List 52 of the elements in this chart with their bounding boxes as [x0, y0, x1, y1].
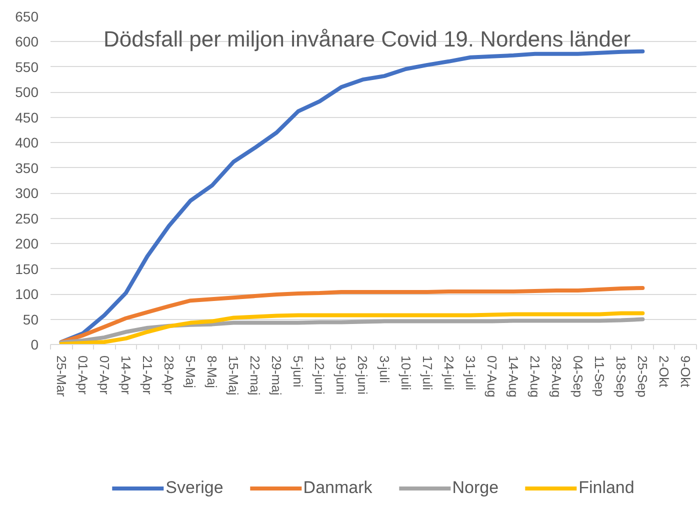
x-tick-label: 21-Apr	[140, 356, 155, 396]
x-tick-label: 22-maj	[248, 356, 263, 396]
y-tick-label: 100	[15, 286, 39, 302]
y-tick-label: 50	[22, 311, 39, 328]
x-tick-label: 18-Sep	[614, 356, 629, 398]
x-tick-label: 07-Apr	[96, 356, 112, 396]
x-tick-label: 25-Mar	[54, 356, 69, 398]
x-tick-label: 26-juni	[355, 356, 370, 395]
legend-label: Finland	[578, 478, 634, 498]
x-tick-label: 01-Apr	[75, 356, 90, 396]
x-tick-label: 9-Okt	[678, 356, 694, 388]
x-tick-label: 24-juli	[441, 356, 456, 390]
y-tick-label: 550	[15, 58, 39, 75]
x-tick-label: 28-Aug	[549, 356, 564, 398]
y-tick-label: 200	[15, 236, 39, 252]
x-tick-label: 8-Maj	[204, 356, 220, 388]
x-tick-label: 29-maj	[269, 356, 284, 396]
y-tick-label: 450	[15, 109, 39, 126]
y-tick-label: 500	[15, 84, 39, 100]
x-tick-label: 12-juni	[312, 356, 328, 395]
x-tick-label: 14-Aug	[506, 356, 521, 398]
legend-label: Norge	[452, 478, 499, 498]
x-tick-label: 11-Sep	[592, 356, 608, 396]
y-tick-label: 250	[15, 210, 39, 226]
x-tick-label: 3-juli	[376, 356, 392, 384]
x-tick-label: 2-Okt	[656, 356, 672, 388]
legend-label: Sverige	[166, 478, 224, 498]
x-tick-label: 25-Sep	[635, 356, 650, 398]
x-tick-label: 07-Aug	[484, 356, 500, 398]
x-tick-label: 15-Maj	[226, 356, 242, 396]
x-tick-label: 5-juni	[290, 356, 306, 388]
x-tick-label: 5-Maj	[182, 356, 198, 388]
text: Dödsfall per miljon invånare Covid 19. Nordens länder	[104, 26, 631, 52]
x-tick-label: 21-Aug	[528, 356, 542, 398]
x-tick-label: 28-Apr	[161, 356, 176, 396]
x-tick-label: 31-juli	[462, 356, 478, 390]
y-tick-label: 0	[30, 336, 39, 352]
line-series	[59, 286, 645, 344]
y-tick-label: 400	[15, 134, 39, 151]
x-tick-label: 10-juli	[398, 356, 414, 390]
y-tick-label: 650	[15, 8, 39, 24]
x-tick-label: 14-Apr	[118, 356, 134, 396]
legend-label: Danmark	[303, 478, 372, 498]
y-tick-label: 300	[15, 185, 39, 202]
y-tick-label: 150	[15, 260, 39, 277]
y-tick-label: 600	[15, 34, 39, 50]
x-tick-label: 19-juni	[334, 356, 349, 395]
y-tick-label: 350	[15, 160, 39, 176]
line-series	[59, 317, 645, 344]
x-tick-label: 04-Sep	[570, 356, 586, 398]
x-tick-label: 17-juli	[420, 356, 435, 390]
line-series	[59, 311, 645, 344]
